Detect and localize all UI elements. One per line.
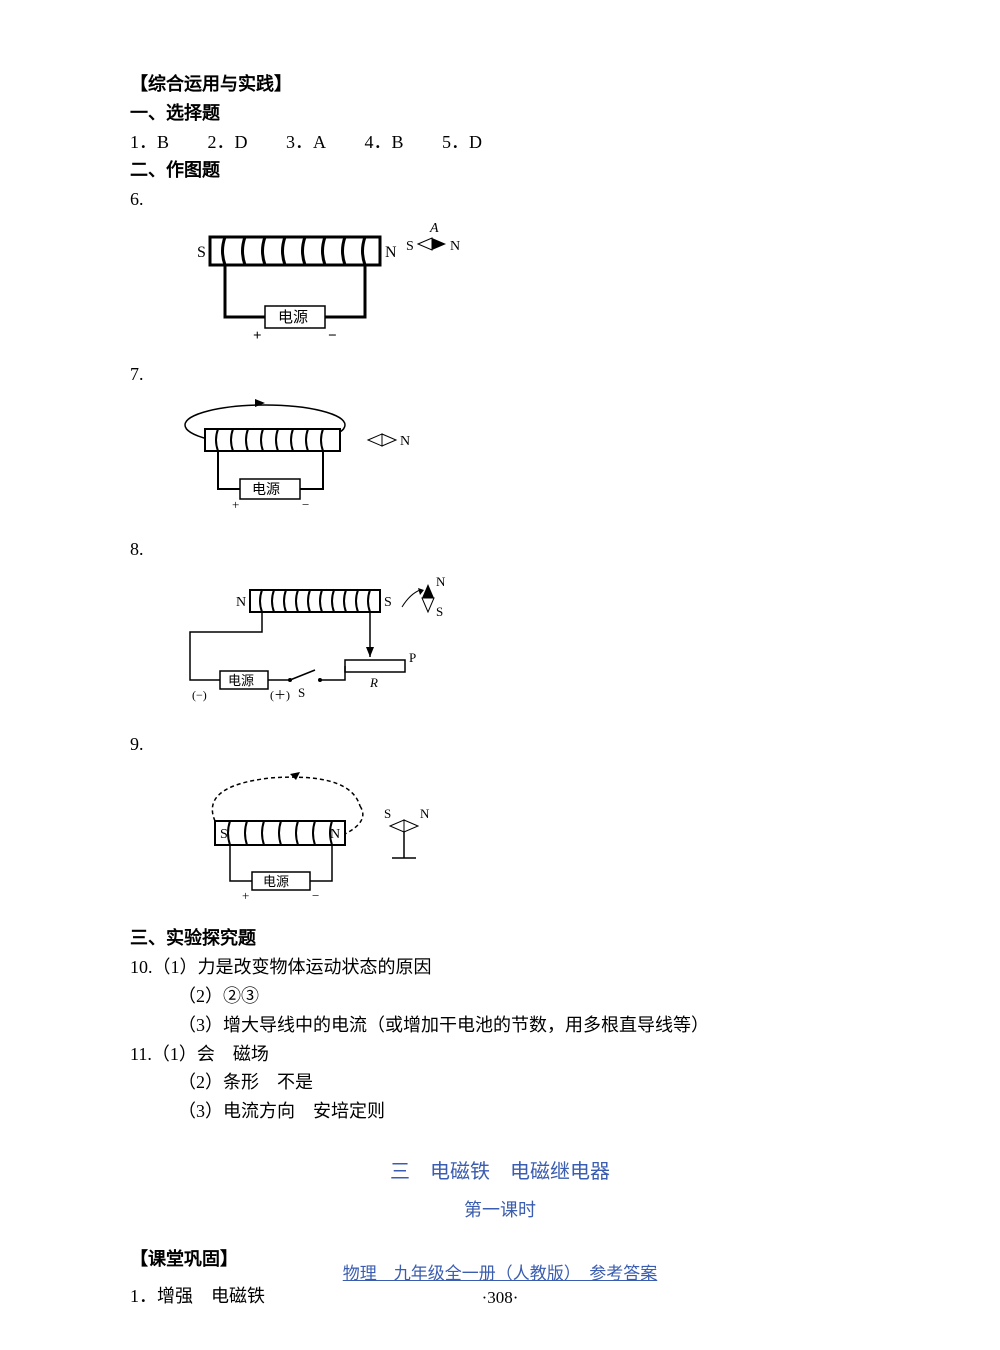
svg-text:+: + xyxy=(253,328,262,344)
svg-text:电源: 电源 xyxy=(278,309,308,326)
mc-answers: 1．B 2．D 3．A 4．B 5．D xyxy=(130,128,870,157)
svg-text:S: S xyxy=(406,239,414,254)
svg-text:N: N xyxy=(450,239,460,254)
svg-text:+: + xyxy=(242,888,249,903)
svg-text:S: S xyxy=(436,604,443,619)
svg-text:S: S xyxy=(197,244,206,261)
q8-label: 8. xyxy=(130,535,870,564)
ans-5: 5．D xyxy=(442,128,482,157)
svg-text:−: − xyxy=(302,497,309,512)
part3-title: 三、实验探究题 xyxy=(130,924,870,953)
q10-2: （2）②③ xyxy=(178,982,870,1011)
svg-text:S: S xyxy=(220,827,228,842)
q11-1: 11.（1）会 磁场 xyxy=(130,1040,870,1069)
diagram-8: N S N S P R 电源 (−) (＋) xyxy=(170,572,870,722)
svg-text:N: N xyxy=(330,827,340,842)
part2-title: 二、作图题 xyxy=(130,156,870,185)
q11-3: （3）电流方向 安培定则 xyxy=(178,1097,870,1126)
svg-text:N: N xyxy=(385,244,397,261)
svg-text:N: N xyxy=(436,574,446,589)
svg-text:N: N xyxy=(236,595,246,610)
svg-text:电源: 电源 xyxy=(252,482,280,498)
ans-4: 4．B xyxy=(365,128,404,157)
ans-2: 2．D xyxy=(208,128,248,157)
next-section-subtitle: 第一课时 xyxy=(130,1196,870,1225)
ans-3: 3．A xyxy=(286,128,326,157)
page-footer: 物理 九年级全一册（人教版） 参考答案 ·308· xyxy=(0,1259,1000,1308)
svg-text:−: − xyxy=(328,328,337,344)
svg-text:R: R xyxy=(369,675,378,690)
svg-text:S: S xyxy=(384,806,391,821)
svg-text:电源: 电源 xyxy=(228,673,254,688)
q10-1: 10.（1）力是改变物体运动状态的原因 xyxy=(130,953,870,982)
svg-text:N: N xyxy=(400,434,410,449)
diagram-9: S N S N 电源 + − xyxy=(170,766,870,916)
q7-label: 7. xyxy=(130,360,870,389)
svg-text:(−): (−) xyxy=(192,688,207,702)
part1-title: 一、选择题 xyxy=(130,99,870,128)
ans-1: 1．B xyxy=(130,128,169,157)
svg-text:(＋): (＋) xyxy=(270,688,290,702)
page-number: ·308· xyxy=(0,1288,1000,1308)
diagram-6: S N A S N 电源 + − xyxy=(170,222,870,352)
q10-3: （3）增大导线中的电流（或增加干电池的节数，用多根直导线等） xyxy=(178,1011,870,1040)
footer-link: 物理 九年级全一册（人教版） 参考答案 xyxy=(343,1264,658,1283)
svg-text:电源: 电源 xyxy=(263,874,289,889)
svg-text:−: − xyxy=(312,888,319,903)
svg-text:+: + xyxy=(232,497,239,512)
svg-text:A: A xyxy=(429,222,439,236)
next-section-title: 三 电磁铁 电磁继电器 xyxy=(130,1156,870,1188)
q11-2: （2）条形 不是 xyxy=(178,1068,870,1097)
q6-label: 6. xyxy=(130,185,870,214)
section-header: 【综合运用与实践】 xyxy=(130,70,870,99)
svg-text:S: S xyxy=(298,685,305,700)
svg-text:S: S xyxy=(384,595,392,610)
svg-text:P: P xyxy=(409,650,416,665)
q9-label: 9. xyxy=(130,730,870,759)
diagram-7: N 电源 + − xyxy=(170,397,870,527)
svg-text:N: N xyxy=(420,806,430,821)
